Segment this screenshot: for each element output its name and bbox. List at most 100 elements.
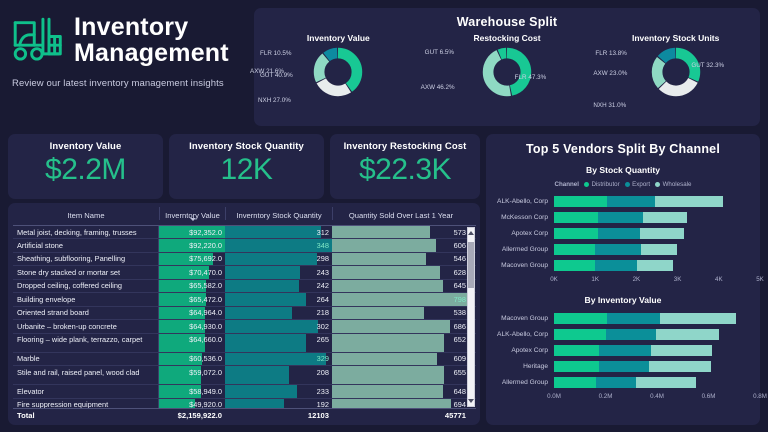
- bar-segment-export[interactable]: [598, 211, 643, 223]
- bar-segment-export[interactable]: [599, 344, 651, 356]
- column-header-stock-quantity[interactable]: Inverntory Stock Quantity: [225, 207, 332, 220]
- bar-segment-distributor[interactable]: [554, 376, 597, 388]
- table-row[interactable]: Metal joist, decking, framing, trusses $9…: [13, 226, 476, 240]
- kpi-card-stock-quantity[interactable]: Inventory Stock Quantity 12K: [169, 134, 324, 199]
- bar-segment-export[interactable]: [606, 328, 657, 340]
- bar-segment-distributor[interactable]: [554, 344, 600, 356]
- inventory-value-bar-chart[interactable]: Macoven Group ALK-Abello, Corp Apotex Corp…: [486, 311, 760, 389]
- bar-segment-wholesale[interactable]: [640, 243, 677, 255]
- vendor-stacked-bar: [554, 259, 760, 271]
- table-row[interactable]: Dropped ceiling, coffered ceiling $65,582…: [13, 279, 476, 294]
- legend-label: Export: [632, 181, 651, 188]
- vendor-bar-row[interactable]: Apotex Corp: [486, 226, 760, 240]
- cell-inventory-value: $64,930.0: [159, 320, 225, 333]
- column-header-item-name[interactable]: Item Name: [67, 211, 105, 220]
- table-row[interactable]: Marble $60,536.0 329 609: [13, 352, 476, 367]
- bar-segment-export[interactable]: [595, 243, 641, 255]
- vendor-bar-row[interactable]: ALK-Abello, Corp: [486, 194, 760, 208]
- donut-chart-group: Inventory Value GUT 40.9% NXH 27.0% AXW 21.…: [250, 33, 760, 119]
- bar-segment-export[interactable]: [595, 259, 637, 271]
- vendor-bar-row[interactable]: ALK-Abello, Corp: [486, 327, 760, 341]
- bar-segment-distributor[interactable]: [554, 328, 606, 340]
- bar-segment-wholesale[interactable]: [636, 259, 673, 271]
- table-row[interactable]: Urbanite – broken-up concrete $64,930.0 30…: [13, 320, 476, 334]
- table-row[interactable]: Building envelope $65,472.0 264 798: [13, 293, 476, 307]
- table-body[interactable]: Metal joist, decking, framing, trusses $9…: [13, 226, 476, 408]
- bar-segment-wholesale[interactable]: [639, 227, 685, 239]
- cell-value: 798: [453, 294, 466, 304]
- table-row[interactable]: Oriented strand board $64,964.0 218 538: [13, 306, 476, 321]
- bar-segment-distributor[interactable]: [554, 227, 599, 239]
- table-scrollbar[interactable]: [467, 227, 475, 407]
- cell-stock-quantity: 208: [225, 366, 332, 385]
- bar-segment-wholesale[interactable]: [642, 211, 688, 223]
- kpi-value: $22.3K: [358, 153, 452, 186]
- vendor-bar-row[interactable]: Apotex Corp: [486, 343, 760, 357]
- bar-segment-wholesale[interactable]: [636, 376, 696, 388]
- bar-segment-wholesale[interactable]: [656, 328, 719, 340]
- vendor-label: Macoven Group: [501, 261, 548, 269]
- cell-value: 264: [316, 294, 329, 304]
- vendor-bar-row[interactable]: Heritage: [486, 359, 760, 373]
- column-header-quantity-sold[interactable]: Quantity Sold Over Last 1 Year: [332, 207, 469, 220]
- bar-segment-distributor[interactable]: [554, 243, 596, 255]
- legend-label: Wholesale: [662, 181, 692, 188]
- vendor-bar-row[interactable]: Macoven Group: [486, 258, 760, 272]
- vendor-label: Macoven Group: [501, 314, 548, 322]
- bar-segment-export[interactable]: [606, 195, 656, 207]
- bar-segment-export[interactable]: [606, 312, 660, 324]
- legend-item-export[interactable]: Export: [624, 181, 651, 188]
- vendor-bar-row[interactable]: Allermed Group: [486, 242, 760, 256]
- bar-segment-distributor[interactable]: [554, 360, 600, 372]
- donut-segment-label-FLR: FLR 13.8%: [595, 50, 627, 57]
- table-row[interactable]: Fire suppression equipment $49,920.0 192 69…: [13, 398, 476, 408]
- vendor-bar-row[interactable]: Macoven Group: [486, 311, 760, 325]
- kpi-card-inventory-value[interactable]: Inventory Value $2.2M: [8, 134, 163, 199]
- vendor-bar-row[interactable]: Allermed Group: [486, 375, 760, 389]
- cell-value: $65,582.0: [189, 281, 222, 291]
- donut-2[interactable]: Inventory Stock Units GUT 32.3% NXH 31.0% A…: [591, 33, 760, 119]
- kpi-card-restocking-cost[interactable]: Inventory Restocking Cost $22.3K: [330, 134, 480, 199]
- bar-segment-wholesale[interactable]: [649, 360, 712, 372]
- bar-segment-export[interactable]: [596, 376, 637, 388]
- bar-segment-export[interactable]: [599, 360, 650, 372]
- bar-segment-distributor[interactable]: [554, 259, 596, 271]
- cell-item-name: Oriented strand board: [13, 306, 159, 320]
- donut-1[interactable]: Restocking Cost FLR 47.3% AXW 46.2% GUT 6.5…: [421, 33, 592, 119]
- cell-value: 265: [316, 335, 329, 345]
- table-row[interactable]: Stone dry stacked or mortar set $70,470.0…: [13, 266, 476, 280]
- data-bar: [159, 239, 225, 252]
- scroll-up-icon[interactable]: [468, 231, 474, 235]
- table-row[interactable]: Stile and rail, raised panel, wood clad $…: [13, 366, 476, 386]
- cell-value: $58,949.0: [189, 386, 222, 396]
- vendor-label: Apotex Corp: [511, 229, 548, 237]
- legend-item-wholesale[interactable]: Wholesale: [655, 181, 691, 188]
- cell-stock-quantity: 242: [225, 279, 332, 293]
- data-bar: [159, 352, 203, 366]
- bar-segment-export[interactable]: [598, 227, 640, 239]
- scrollbar-thumb[interactable]: [468, 242, 474, 288]
- cell-item-name: Marble: [13, 352, 159, 366]
- scroll-down-icon[interactable]: [468, 399, 474, 403]
- column-header-inventory-value[interactable]: Inverntory Value: [159, 207, 225, 221]
- bar-segment-wholesale[interactable]: [659, 312, 736, 324]
- vendor-label: Allermed Group: [501, 378, 548, 386]
- donut-0[interactable]: Inventory Value GUT 40.9% NXH 27.0% AXW 21.…: [250, 33, 423, 119]
- vendor-bar-row[interactable]: McKesson Corp: [486, 210, 760, 224]
- table-row[interactable]: Elevator $58,949.0 233 648: [13, 385, 476, 399]
- cell-item-name: Urbanite – broken-up concrete: [13, 320, 159, 333]
- bar-segment-wholesale[interactable]: [650, 344, 713, 356]
- vendor-stacked-bar: [554, 243, 760, 255]
- inventory-value-x-axis: 0.0M 0.2M 0.4M 0.6M 0.8M: [547, 391, 767, 403]
- table-row[interactable]: Sheathing, subflooring, Panelling $75,692…: [13, 252, 476, 267]
- legend-item-distributor[interactable]: Distributor: [583, 181, 620, 188]
- table-row[interactable]: Artificial stone $92,220.0 348 606: [13, 239, 476, 253]
- bar-segment-wholesale[interactable]: [655, 195, 723, 207]
- bar-segment-distributor[interactable]: [554, 195, 607, 207]
- bar-segment-distributor[interactable]: [554, 312, 607, 324]
- donut-caption: Inventory Value: [306, 33, 370, 43]
- stock-quantity-bar-chart[interactable]: ALK-Abello, Corp McKesson Corp Apotex Corp…: [486, 194, 760, 272]
- table-row[interactable]: Flooring – wide plank, terrazzo, carpet $…: [13, 333, 476, 353]
- cell-stock-quantity: 312: [225, 226, 332, 239]
- bar-segment-distributor[interactable]: [554, 211, 599, 223]
